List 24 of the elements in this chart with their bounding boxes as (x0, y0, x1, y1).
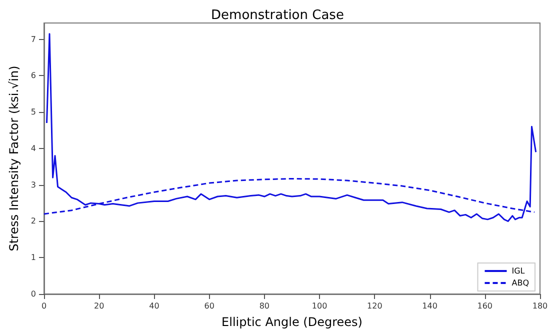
line-series (46, 33, 537, 222)
y-tick-label: 0 (30, 290, 36, 298)
y-tick-label: 7 (30, 34, 36, 44)
x-tick-label: 180 (532, 302, 548, 310)
x-axis-title: Elliptic Angle (Degrees) (222, 315, 362, 329)
y-tick-label: 4 (30, 144, 36, 153)
x-tick-label: 100 (312, 302, 328, 310)
y-tick-label: 1 (30, 253, 36, 262)
y-tick-label: 2 (30, 216, 36, 226)
x-tick-label: 40 (149, 302, 160, 310)
y-tick-label: 3 (30, 180, 36, 190)
x-tick-label: 120 (367, 302, 382, 310)
chart-title: Demonstration Case (211, 8, 344, 23)
x-tick-label: 140 (422, 302, 438, 310)
y-axis-title: Stress Intensity Factor (ksi.√in) (7, 66, 21, 252)
legend-label: IGL (512, 266, 526, 276)
x-tick-label: 80 (259, 302, 270, 310)
y-tick-label: 6 (30, 71, 36, 80)
x-tick-label: 0 (41, 302, 47, 310)
x-tick-label: 20 (94, 302, 104, 310)
y-tick-label: 5 (30, 108, 36, 117)
x-tick-label: 160 (477, 302, 493, 310)
legend-label: ABQ (512, 278, 530, 288)
x-tick-label: 60 (204, 302, 214, 310)
